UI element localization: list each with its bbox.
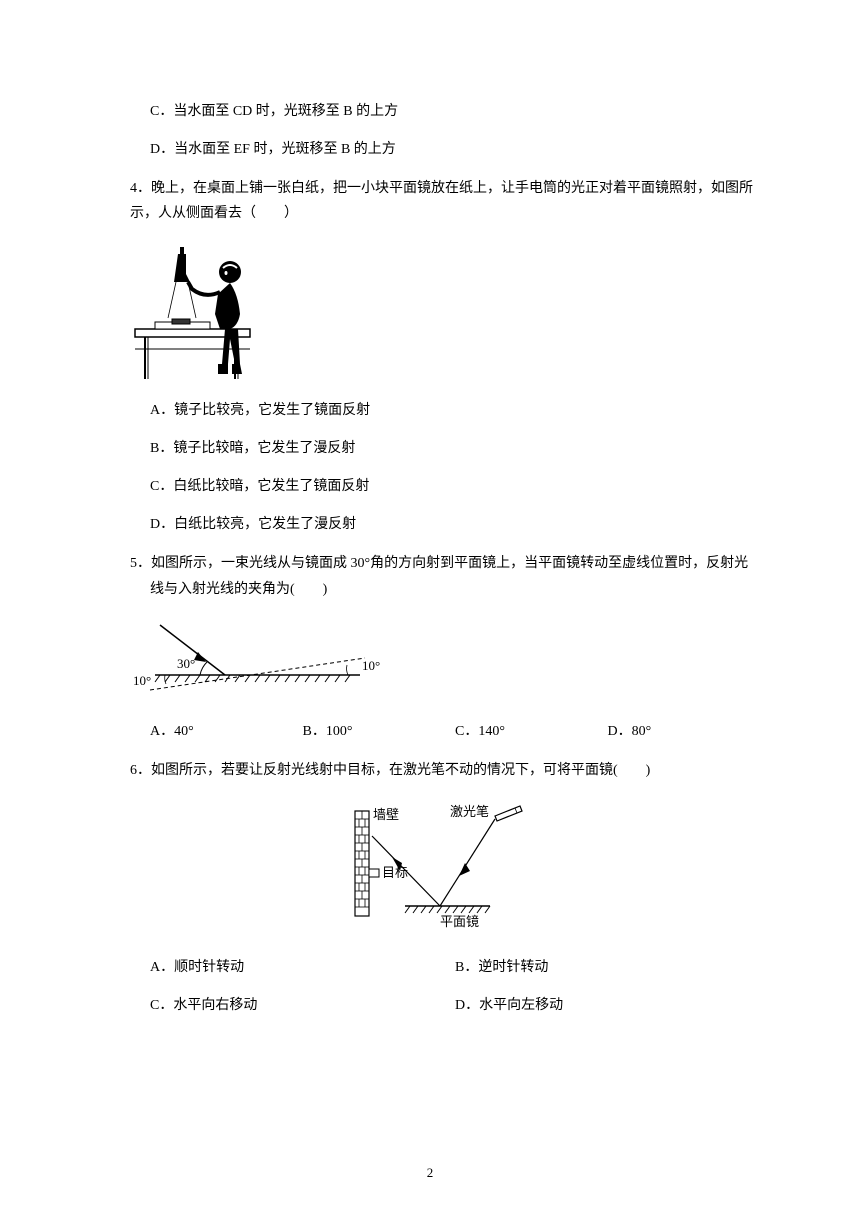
q5-option-d: D．80° — [608, 720, 761, 740]
q6-options-row1: A．顺时针转动 B．逆时针转动 — [110, 956, 760, 976]
q5-option-c: C．140° — [455, 720, 608, 740]
q6-options-row2: C．水平向右移动 D．水平向左移动 — [110, 994, 760, 1014]
q5-option-a: A．40° — [150, 720, 303, 740]
svg-text:30°: 30° — [177, 656, 195, 671]
q6-option-d: D．水平向左移动 — [455, 994, 760, 1014]
q5-option-b: B．100° — [303, 720, 456, 740]
q3-option-c: C．当水面至 CD 时，光斑移至 B 的上方 — [110, 100, 760, 120]
q5-options: A．40° B．100° C．140° D．80° — [110, 720, 760, 740]
q4-text: 4．晚上，在桌面上铺一张白纸，把一小块平面镜放在纸上，让手电筒的光正对着平面镜照… — [110, 176, 760, 226]
page-number: 2 — [427, 1165, 434, 1181]
q6-option-b: B．逆时针转动 — [455, 956, 760, 976]
svg-text:10°: 10° — [133, 673, 151, 688]
q4-option-d: D．白纸比较亮，它发生了漫反射 — [110, 513, 760, 533]
q6-text: 6．如图所示，若要让反射光线射中目标，在激光笔不动的情况下，可将平面镜( ) — [110, 758, 760, 783]
svg-text:激光笔: 激光笔 — [450, 804, 489, 819]
svg-text:平面镜: 平面镜 — [440, 914, 479, 929]
q6-option-c: C．水平向右移动 — [150, 994, 455, 1014]
q4-option-a: A．镜子比较亮，它发生了镜面反射 — [110, 399, 760, 419]
q5-text: 5．如图所示，一束光线从与镜面成 30°角的方向射到平面镜上，当平面镜转动至虚线… — [110, 551, 760, 601]
q6-figure: 墙壁 目标 激光笔 平面镜 — [110, 801, 760, 936]
svg-text:墙壁: 墙壁 — [373, 807, 399, 822]
q4-option-c: C．白纸比较暗，它发生了镜面反射 — [110, 475, 760, 495]
q5-figure: 30° 10° 10° — [130, 620, 760, 700]
q4-figure — [130, 244, 760, 379]
svg-text:目标: 目标 — [382, 865, 408, 880]
q4-option-b: B．镜子比较暗，它发生了漫反射 — [110, 437, 760, 457]
q3-option-d: D．当水面至 EF 时，光斑移至 B 的上方 — [110, 138, 760, 158]
svg-text:10°: 10° — [362, 658, 380, 673]
q6-option-a: A．顺时针转动 — [150, 956, 455, 976]
